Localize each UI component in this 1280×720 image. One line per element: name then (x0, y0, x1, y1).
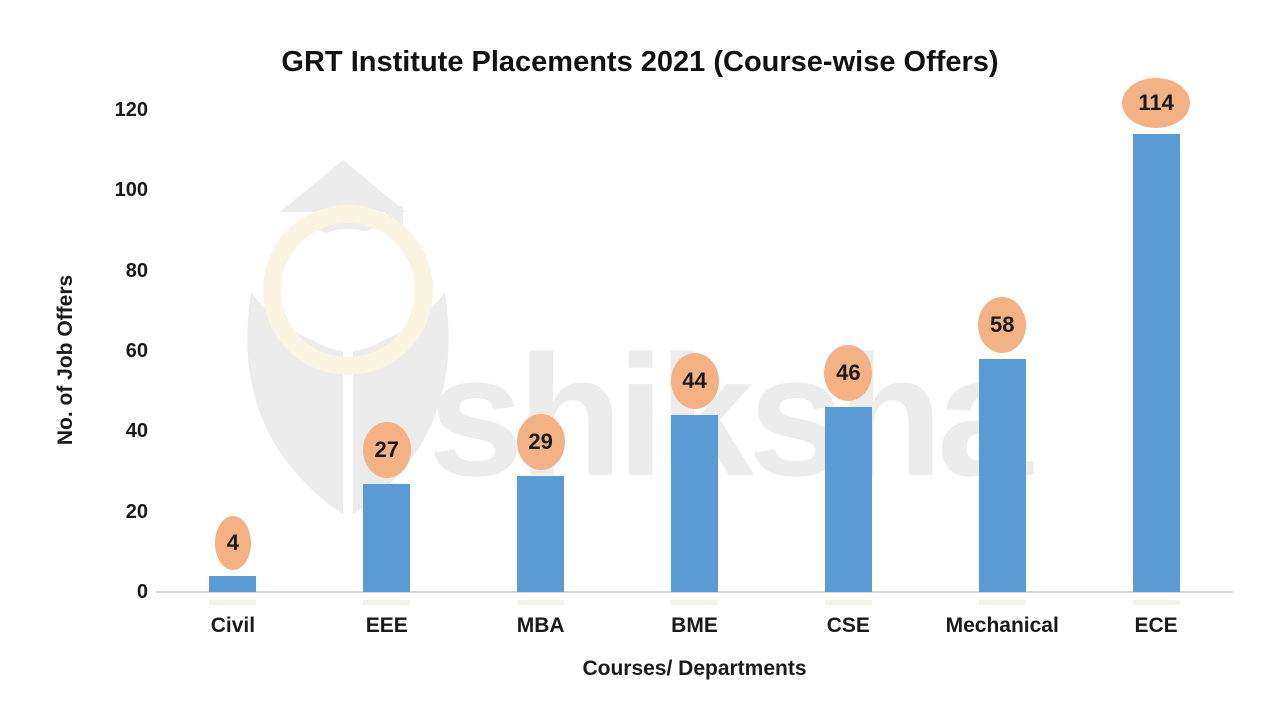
category-label-bme: BME (671, 614, 718, 637)
category-label-cse: CSE (826, 614, 870, 637)
bar-civil (209, 575, 257, 592)
data-label-eee: 27 (362, 421, 411, 478)
bar-reflection-eee (363, 600, 411, 605)
bar-ece (1132, 134, 1180, 592)
bar-reflection-civil (209, 600, 257, 605)
y-tick-0: 0 (136, 581, 148, 603)
y-tick-100: 100 (114, 179, 148, 202)
bar-reflection-ece (1132, 600, 1180, 605)
x-axis-line (156, 591, 1233, 593)
y-tick-120: 120 (114, 99, 148, 121)
data-label-ece: 114 (1122, 78, 1191, 129)
watermark-logo-icon (247, 160, 449, 514)
category-label-civil: Civil (210, 614, 256, 637)
category-label-ece: ECE (1134, 614, 1178, 637)
bar-reflection-cse (824, 600, 872, 605)
bar-cse (824, 407, 872, 592)
bar-reflection-mechanical (978, 600, 1026, 605)
bar-bme (671, 415, 718, 592)
y-tick-80: 80 (125, 259, 148, 282)
data-label-mechanical: 58 (978, 297, 1027, 354)
y-tick-20: 20 (125, 500, 148, 523)
bar-eee (363, 483, 411, 592)
category-label-mechanical: Mechanical (945, 614, 1059, 637)
bar-mechanical (978, 359, 1026, 592)
data-label-bme: 44 (670, 353, 719, 410)
y-tick-40: 40 (125, 420, 148, 443)
y-axis-title: No. of Job Offers (54, 274, 77, 446)
y-tick-60: 60 (125, 340, 148, 362)
category-label-mba: MBA (516, 614, 565, 637)
data-label-civil: 4 (214, 515, 251, 570)
bar-reflection-mba (517, 600, 565, 605)
chart-title: GRT Institute Placements 2021 (Course-wi… (281, 46, 999, 78)
data-label-cse: 46 (824, 345, 873, 402)
x-axis-title: Courses/ Departments (582, 657, 807, 680)
category-label-eee: EEE (365, 614, 408, 637)
bar-mba (517, 475, 565, 592)
data-label-mba: 29 (516, 413, 565, 470)
bar-reflection-bme (671, 600, 718, 605)
